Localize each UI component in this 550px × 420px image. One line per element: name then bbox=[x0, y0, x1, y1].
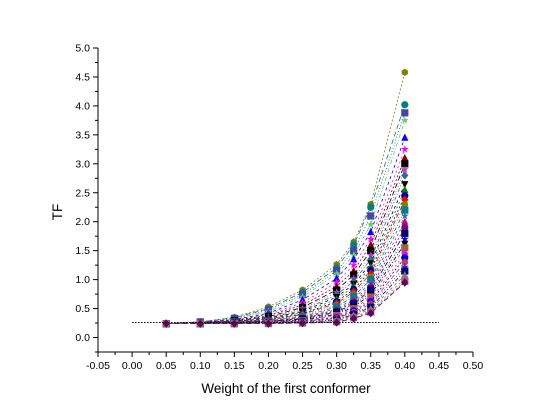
x-tick-label: 0.20 bbox=[258, 360, 279, 372]
x-tick-label: -0.05 bbox=[86, 360, 110, 372]
y-tick-label: 1.5 bbox=[75, 245, 90, 257]
y-tick-label: 4.0 bbox=[75, 100, 90, 112]
data-point bbox=[367, 255, 375, 264]
x-tick-label: 0.40 bbox=[395, 360, 416, 372]
data-point bbox=[332, 278, 341, 286]
data-point bbox=[401, 244, 409, 252]
plot-series-group bbox=[162, 68, 409, 328]
data-point bbox=[349, 260, 358, 269]
y-tick-label: 0.0 bbox=[75, 332, 90, 344]
series-line bbox=[166, 274, 406, 325]
x-tick-label: 0.50 bbox=[463, 360, 484, 372]
data-point bbox=[367, 309, 375, 318]
data-point bbox=[401, 258, 408, 266]
data-point bbox=[401, 101, 409, 109]
data-point bbox=[401, 109, 409, 117]
data-point bbox=[162, 319, 170, 328]
axes-group: -0.05 0.00 0.05 0.10 0.15 0.20 0.25 0.30 0.35 0.4… bbox=[75, 43, 483, 373]
data-point bbox=[350, 255, 358, 263]
data-point bbox=[401, 217, 409, 225]
data-point bbox=[400, 234, 409, 243]
y-tick-label: 2.5 bbox=[75, 187, 90, 199]
data-point bbox=[367, 203, 375, 211]
x-tick-label: 0.45 bbox=[429, 360, 450, 372]
y-tick-label: 5.0 bbox=[75, 43, 90, 55]
data-point bbox=[196, 319, 204, 328]
x-tick-label: 0.10 bbox=[190, 360, 211, 372]
data-point bbox=[400, 262, 409, 271]
series-line bbox=[166, 112, 406, 324]
data-point bbox=[401, 153, 409, 162]
y-tick-label: 1.0 bbox=[75, 274, 90, 286]
data-point bbox=[366, 234, 375, 243]
data-point bbox=[367, 212, 375, 220]
x-tick-label: 0.25 bbox=[292, 360, 313, 372]
data-point bbox=[367, 247, 375, 255]
data-point bbox=[401, 185, 409, 193]
y-tick-label: 4.5 bbox=[75, 71, 90, 83]
data-point bbox=[333, 274, 341, 282]
data-point bbox=[401, 181, 409, 189]
x-tick-label: 0.35 bbox=[361, 360, 382, 372]
data-point bbox=[401, 200, 408, 208]
x-tick-label: 0.15 bbox=[224, 360, 245, 372]
x-axis-title: Weight of the first conformer bbox=[201, 381, 371, 396]
data-point bbox=[401, 160, 409, 168]
data-point bbox=[349, 251, 358, 259]
data-point bbox=[401, 254, 409, 262]
data-point bbox=[264, 319, 273, 328]
y-tick-label: 3.5 bbox=[75, 129, 90, 141]
data-point bbox=[401, 278, 409, 287]
data-point bbox=[298, 318, 307, 328]
data-point bbox=[401, 223, 409, 232]
data-point bbox=[366, 251, 375, 259]
data-point bbox=[401, 206, 409, 214]
data-point bbox=[350, 247, 358, 255]
data-point bbox=[350, 314, 358, 323]
x-tick-label: 0.05 bbox=[156, 360, 177, 372]
y-tick-label: 3.0 bbox=[75, 158, 90, 170]
x-tick-label: 0.30 bbox=[326, 360, 347, 372]
data-point bbox=[401, 133, 409, 141]
data-point bbox=[401, 171, 409, 180]
data-point bbox=[401, 68, 408, 76]
x-tick-label: 0.00 bbox=[122, 360, 143, 372]
data-point bbox=[400, 145, 409, 153]
data-point bbox=[332, 269, 341, 278]
data-point bbox=[400, 116, 409, 124]
data-point bbox=[366, 220, 375, 228]
y-tick-label: 0.5 bbox=[75, 303, 90, 315]
data-point bbox=[367, 227, 375, 236]
y-axis-title: TF bbox=[50, 204, 65, 221]
data-point bbox=[401, 229, 409, 237]
series-line bbox=[166, 157, 406, 324]
data-point bbox=[400, 211, 409, 220]
data-point bbox=[230, 319, 238, 328]
data-point bbox=[400, 165, 409, 173]
y-tick-label: 2.0 bbox=[75, 216, 90, 228]
